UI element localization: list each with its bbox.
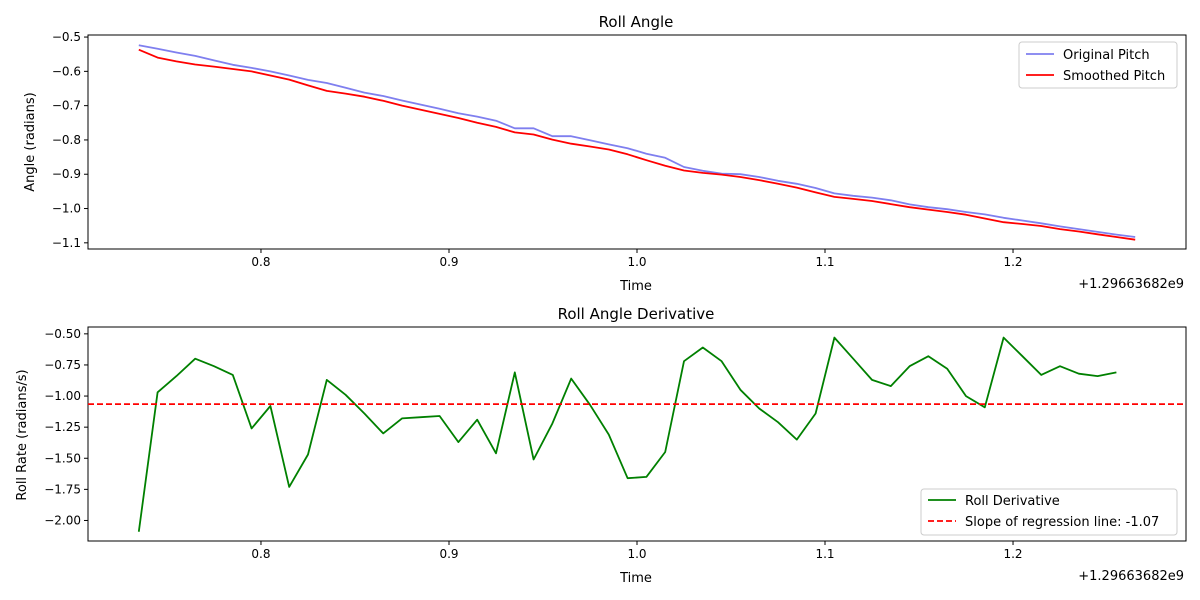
y-tick-label: −1.0	[52, 202, 81, 216]
legend-box	[1018, 41, 1178, 89]
x-offset-label: +1.29663682e9	[1078, 569, 1184, 584]
series-line-smoothed-pitch	[138, 48, 1136, 241]
y-tick-label: −1.75	[44, 482, 81, 496]
plot-area: 0.8 0.9 1.0 1.1 1.2 −0.50 −0.75 −1.00 −1.25 −1.5…	[44, 326, 1187, 561]
legend-label: Smoothed Pitch	[1063, 69, 1165, 84]
legend-label: Roll Derivative	[965, 494, 1060, 509]
x-axis: 0.8 0.9 1.0 1.1 1.2	[251, 249, 1023, 269]
plot-area: 0.8 0.9 1.0 1.1 1.2 −0.5 −0.6 −0.7 −0.8 −0.9 −1.0…	[52, 30, 1187, 269]
series-line-roll-derivative	[137, 336, 1117, 532]
legend-label: Original Pitch	[1063, 48, 1150, 63]
y-axis-label: Angle (radians)	[23, 92, 38, 191]
legend: Roll Derivative Slope of regression line…	[920, 488, 1178, 536]
y-tick-label: −1.1	[52, 236, 81, 250]
y-tick-label: −1.50	[44, 451, 81, 465]
y-axis: −0.5 −0.6 −0.7 −0.8 −0.9 −1.0 −1.1	[52, 30, 88, 250]
y-tick-label: −0.6	[52, 64, 81, 78]
y-tick-label: −0.7	[52, 99, 81, 113]
chart-roll-angle: Roll Angle 0.8 0.9 1.0 1.1 1.2 −0.5−0.6−0.7−…	[23, 13, 1187, 294]
y-tick-label: −0.75	[44, 358, 81, 372]
x-tick-label: 1.0	[627, 547, 646, 561]
x-axis-label: Time	[619, 571, 652, 586]
legend: Original Pitch Smoothed Pitch	[1018, 41, 1178, 89]
x-axis-label: Time	[619, 279, 652, 294]
y-tick-label: −0.8	[52, 133, 81, 147]
x-offset-label: +1.29663682e9	[1078, 277, 1184, 292]
x-tick-label: 1.0	[627, 255, 646, 269]
legend-item-roll-derivative: Roll Derivative	[928, 494, 1060, 509]
x-axis: 0.8 0.9 1.0 1.1 1.2	[251, 541, 1023, 561]
y-axis: −0.50 −0.75 −1.00 −1.25 −1.50 −1.75 −2.00	[44, 327, 88, 527]
y-tick-label: −0.9	[52, 167, 81, 181]
y-tick-label: −0.5	[52, 30, 81, 44]
x-tick-label: 1.2	[1003, 255, 1022, 269]
y-tick-label: −1.25	[44, 420, 81, 434]
x-tick-label: 0.8	[251, 255, 270, 269]
legend-item-regression-line: Slope of regression line: -1.07	[928, 515, 1159, 530]
chart-title: Roll Angle Derivative	[558, 305, 715, 323]
y-tick-label: −0.50	[44, 327, 81, 341]
series-line-original-pitch	[138, 44, 1136, 238]
series-lines	[88, 336, 1186, 532]
chart-title: Roll Angle	[599, 13, 674, 31]
y-tick-label: −1.00	[44, 389, 81, 403]
x-tick-label: 0.9	[439, 547, 458, 561]
x-tick-label: 0.8	[251, 547, 270, 561]
x-tick-label: 0.9	[439, 255, 458, 269]
y-axis-label: Roll Rate (radians/s)	[15, 369, 30, 500]
legend-label: Slope of regression line: -1.07	[965, 515, 1159, 530]
y-tick-label: −2.00	[44, 513, 81, 527]
series-lines	[138, 44, 1136, 241]
chart-roll-angle-derivative: Roll Angle Derivative 0.8 0.9 1.0 1.1 1.2 −0…	[15, 305, 1187, 586]
legend-item-smoothed-pitch: Smoothed Pitch	[1026, 69, 1165, 84]
legend-item-original-pitch: Original Pitch	[1026, 48, 1150, 63]
x-tick-label: 1.1	[815, 255, 834, 269]
x-tick-label: 1.2	[1003, 547, 1022, 561]
x-tick-label: 1.1	[815, 547, 834, 561]
legend-box	[920, 488, 1178, 536]
